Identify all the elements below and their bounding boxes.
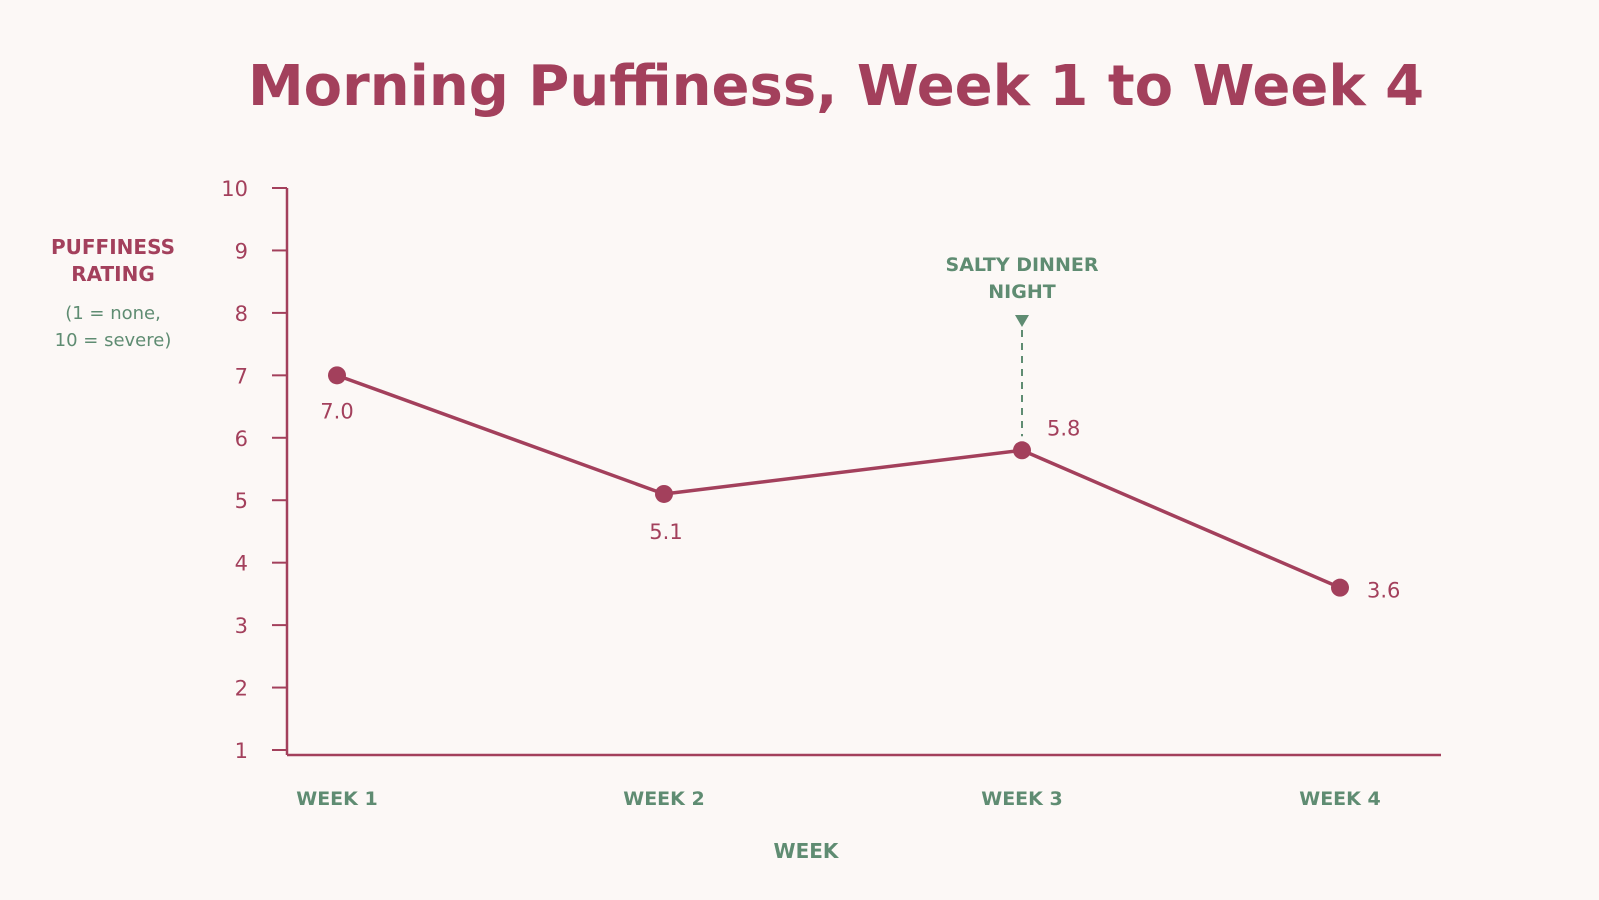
y-tick-label: 8 — [235, 302, 248, 326]
chart-title: Morning Puffiness, Week 1 to Week 4 — [248, 54, 1424, 119]
y-axis-label-line-1: PUFFINESS — [51, 235, 175, 259]
y-tick-label: 3 — [235, 614, 248, 638]
y-tick-label: 1 — [235, 739, 248, 763]
x-tick-label: WEEK 3 — [981, 788, 1062, 810]
y-tick-label: 4 — [235, 552, 248, 576]
x-axis-label: WEEK — [774, 839, 840, 863]
y-axis-label-line-2: RATING — [71, 262, 155, 286]
x-tick-label: WEEK 2 — [623, 788, 704, 810]
data-point — [1013, 441, 1031, 460]
annotation-label: SALTY DINNER — [946, 254, 1099, 276]
y-tick-label: 10 — [221, 177, 248, 201]
x-tick-label: WEEK 4 — [1299, 788, 1380, 810]
y-tick-label: 7 — [235, 364, 248, 388]
data-point — [328, 366, 346, 385]
data-point — [1331, 578, 1349, 597]
data-points — [328, 366, 1349, 597]
x-axis-ticks: WEEK 1 WEEK 2 WEEK 3 WEEK 4 — [296, 788, 1380, 810]
annotations: SALTY DINNER NIGHT — [946, 254, 1099, 437]
series-line — [336, 373, 1341, 590]
annotation-label: NIGHT — [988, 281, 1055, 303]
y-axis-note-line-2: 10 = severe) — [55, 330, 172, 351]
y-tick-label: 6 — [235, 427, 248, 451]
data-label: 7.0 — [320, 399, 353, 423]
data-label: 3.6 — [1367, 579, 1400, 603]
y-axis-ticks: 1 2 3 4 5 6 7 8 9 10 — [221, 177, 287, 763]
x-tick-label: WEEK 1 — [296, 788, 377, 810]
y-axis-note-line-1: (1 = none, — [65, 303, 161, 324]
data-point — [655, 484, 673, 503]
y-tick-label: 9 — [235, 239, 248, 263]
data-label: 5.8 — [1047, 416, 1080, 440]
y-tick-label: 5 — [235, 489, 248, 513]
data-labels: 7.0 5.1 5.8 3.6 — [320, 399, 1400, 602]
data-label: 5.1 — [649, 520, 682, 544]
y-tick-label: 2 — [235, 677, 248, 701]
annotation-arrow — [1015, 315, 1029, 327]
